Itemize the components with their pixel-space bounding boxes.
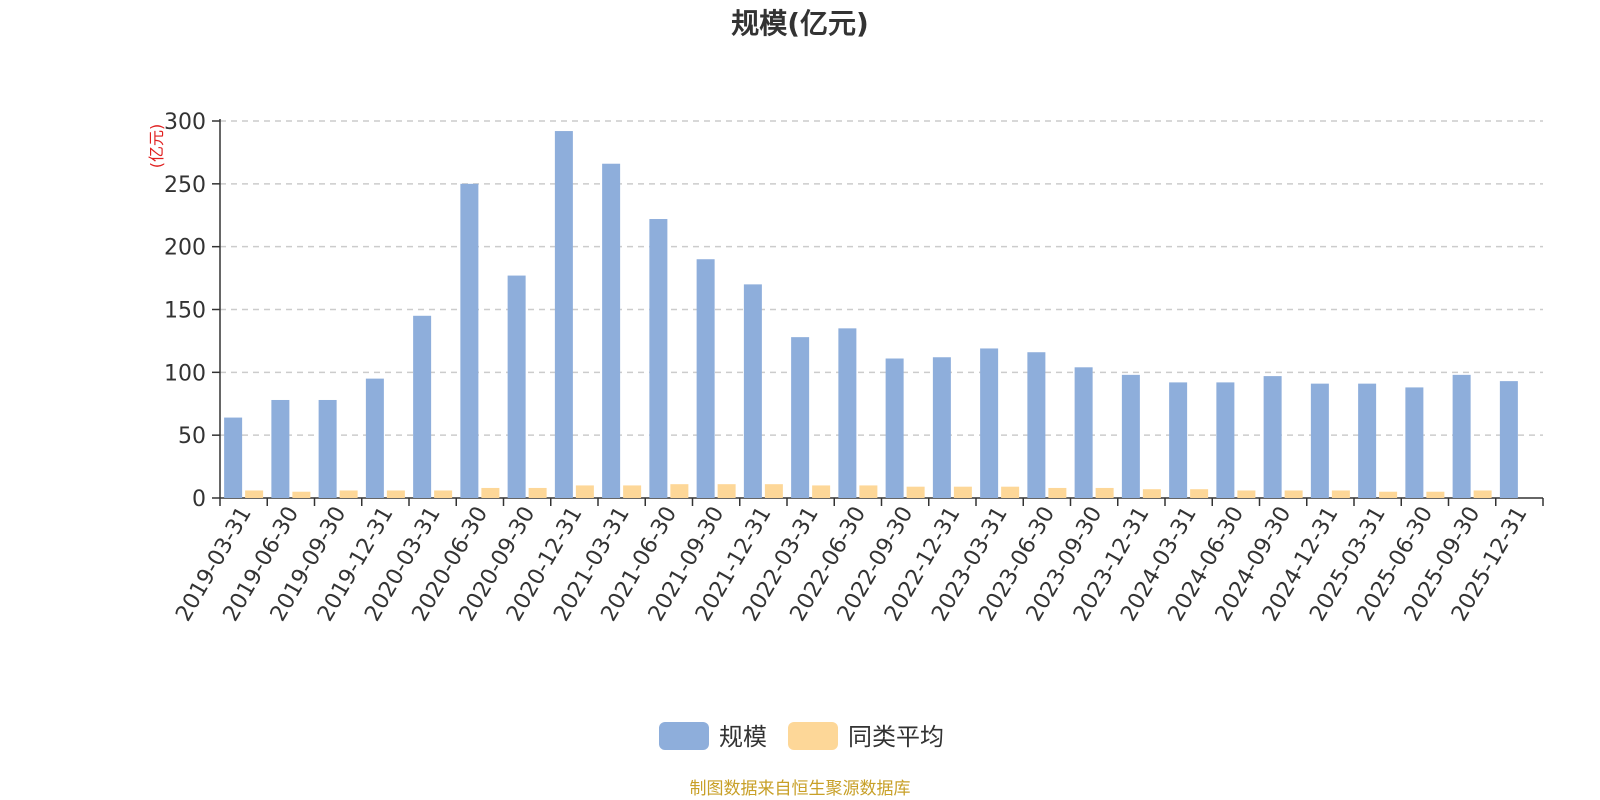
legend-swatch [659,722,709,750]
bar-scale [980,348,999,498]
bar-scale [413,315,432,498]
bar-peer-average [481,487,500,498]
y-tick-label: 0 [192,487,206,512]
bar-peer-average [528,487,547,498]
axes [212,119,1544,506]
bar-scale [602,163,621,498]
bar-scale [460,183,479,499]
bar-scale [1263,376,1282,498]
bar-scale [1452,374,1471,498]
y-tick-label: 200 [164,236,206,261]
bars [224,131,1518,499]
bar-scale [696,259,715,498]
bar-peer-average [670,484,689,498]
y-tick-label: 50 [178,424,206,449]
bar-scale [932,357,951,498]
y-tick-label: 100 [164,361,206,386]
bar-scale [1216,382,1235,498]
bar-peer-average [812,485,831,498]
bar-peer-average [1142,489,1161,498]
bar-scale [1027,352,1046,498]
bar-scale [838,328,857,498]
bar-peer-average [1473,490,1492,498]
bar-peer-average [575,485,594,498]
bar-peer-average [292,491,311,498]
bar-scale [554,131,573,498]
bar-peer-average [434,490,453,498]
x-tick-labels: 2019-03-312019-06-302019-09-302019-12-31… [171,503,1532,626]
bar-peer-average [1095,487,1114,498]
bar-peer-average [953,486,972,498]
bar-peer-average [906,486,925,498]
bar-scale [649,219,668,498]
bar-scale [365,378,384,498]
bar-peer-average [623,485,642,498]
bar-peer-average [1284,490,1303,498]
bar-scale [1499,381,1518,498]
bar-scale [885,358,904,498]
bar-peer-average [717,484,736,498]
bar-scale [1405,387,1424,498]
bar-peer-average [1331,490,1350,498]
y-tick-labels: 0 50 100 150 200 250 300 [164,110,206,512]
bar-scale [743,284,762,498]
y-tick-label: 300 [164,110,206,135]
bar-peer-average [1001,486,1020,498]
bar-peer-average [386,490,405,498]
y-tick-label: 150 [164,299,206,324]
legend-label: 规模 [719,723,767,751]
bar-scale [224,417,243,498]
bar-peer-average [339,490,358,498]
bar-scale [271,399,290,498]
bar-scale [318,399,337,498]
legend-swatch [788,722,838,750]
bar-peer-average [1379,491,1398,498]
bar-scale [791,337,810,498]
y-axis-unit: (亿元) [147,124,166,169]
y-tick-label: 250 [164,173,206,198]
chart-title: 规模(亿元) [731,7,869,40]
bar-peer-average [1237,490,1256,498]
bar-scale [507,275,526,498]
bar-peer-average [859,485,878,498]
bar-peer-average [1190,489,1209,498]
bar-scale [1358,383,1377,498]
bar-scale [1169,382,1188,498]
bar-scale [1310,383,1329,498]
bar-scale [1121,374,1140,498]
legend: 规模 同类平均 [659,722,944,751]
legend-label: 同类平均 [848,723,944,751]
bar-peer-average [245,490,264,498]
source-note: 制图数据来自恒生聚源数据库 [690,779,911,799]
bar-peer-average [764,484,783,498]
bar-peer-average [1426,491,1445,498]
bar-peer-average [1048,487,1067,498]
bar-scale [1074,367,1093,498]
